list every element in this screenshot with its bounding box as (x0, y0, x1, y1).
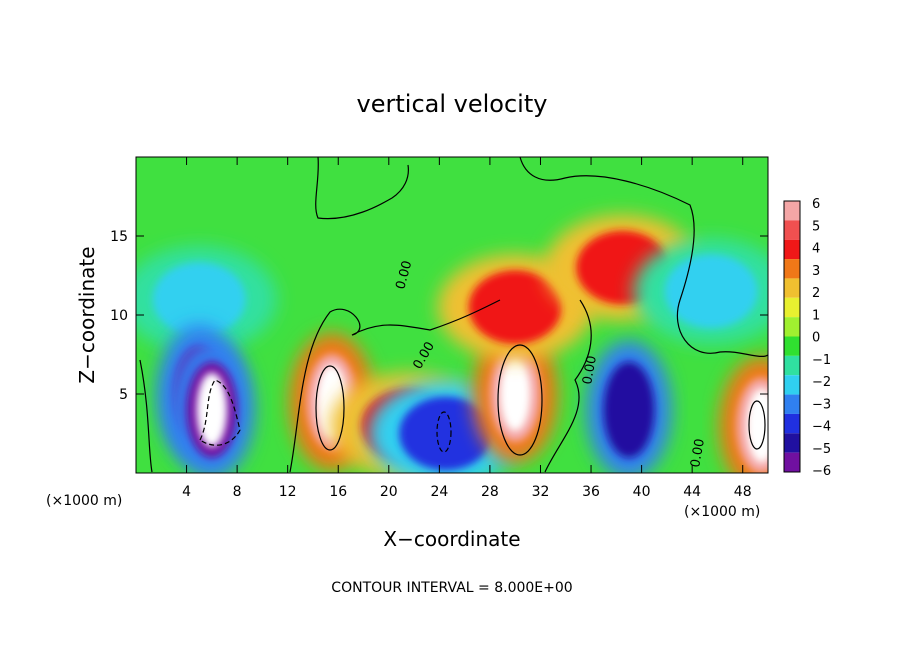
x-tick-label: 16 (329, 484, 347, 500)
colorbar-swatch (784, 452, 800, 472)
x-tick-label: 48 (734, 484, 752, 500)
contour-lines (139, 157, 768, 473)
colorbar (783, 200, 801, 473)
y-axis-ticks: 5 10 15 (110, 229, 768, 403)
zero-contour-left (139, 359, 153, 473)
zero-contour-right (519, 157, 768, 357)
y-unit-label: (×1000 m) (684, 504, 760, 520)
x-tick-label: 32 (532, 484, 550, 500)
colorbar-tick-label: −5 (812, 442, 831, 457)
zero-contour-upper (315, 157, 409, 220)
x-tick-label: 20 (380, 484, 398, 500)
colorbar-tick-label: 1 (812, 308, 820, 323)
x-tick-label: 40 (633, 484, 651, 500)
colorbar-tick-label: 3 (812, 264, 820, 279)
field-cell-saturated (746, 388, 768, 463)
field-cell (603, 361, 655, 458)
max-contour-updraft-3 (748, 400, 766, 450)
max-contour-updraft-1 (315, 365, 345, 451)
y-tick-label: 5 (119, 387, 128, 403)
colorbar-tick-label: −4 (812, 420, 831, 435)
colorbar-swatch (784, 355, 800, 376)
contour-label-3: 0.00 (580, 355, 600, 386)
colorbar-tick-label: −2 (812, 375, 831, 390)
colorbar-tick-label: 5 (812, 219, 820, 234)
field-cell-saturated (196, 372, 228, 447)
colorbar-swatch (784, 375, 800, 395)
contour-interval-note: CONTOUR INTERVAL = 8.000E+00 (331, 580, 572, 596)
colorbar-tick-label: 2 (812, 286, 820, 301)
colorbar-tick-label: −1 (812, 353, 831, 368)
colorbar-tick-label: 0 (812, 331, 820, 346)
colorbar-tick-label: 4 (812, 242, 820, 257)
colorbar-swatch (784, 336, 800, 356)
max-contour-updraft-2 (497, 344, 543, 456)
colorbar-swatch (784, 259, 800, 279)
min-contour-downdraft-1 (199, 379, 241, 446)
min-contour-downdraft-2 (436, 411, 452, 453)
x-tick-label: 36 (582, 484, 600, 500)
colorbar-frame (783, 200, 801, 473)
colorbar-swatch (784, 239, 800, 260)
y-axis-title: Z−coordinate (75, 246, 99, 383)
colorbar-swatch (784, 201, 800, 221)
x-tick-label: 24 (430, 484, 448, 500)
x-tick-label: 44 (683, 484, 701, 500)
plot-area: 0.00 0.00 0.00 0.00 (136, 157, 768, 473)
contour-label-1: 0.00 (393, 259, 415, 291)
field-cell (468, 270, 562, 344)
zero-contour-lower (544, 299, 592, 473)
colorbar-swatch (784, 278, 800, 298)
x-tick-label: 28 (481, 484, 499, 500)
colorbar-swatch (784, 317, 800, 337)
x-axis-ticks: 4 8 12 16 20 24 28 32 36 40 44 48 (182, 157, 752, 500)
field-cell-saturated (499, 356, 531, 432)
colorbar-tick-label: 6 (812, 197, 820, 212)
y-tick-label: 15 (110, 229, 128, 245)
colorbar-tick-label: −3 (812, 397, 831, 412)
x-tick-label: 8 (233, 484, 242, 500)
x-axis-title: X−coordinate (383, 527, 520, 551)
colorbar-tick-label: −6 (812, 464, 831, 479)
x-tick-label: 4 (182, 484, 191, 500)
colorbar-swatch (784, 413, 800, 434)
colorbar-swatch (784, 394, 800, 414)
colorbar-swatch (784, 433, 800, 453)
field-cells (136, 214, 768, 473)
field-cell (664, 254, 758, 329)
x-tick-label: 12 (279, 484, 297, 500)
y-tick-label: 10 (110, 308, 128, 324)
colorbar-swatch (784, 220, 800, 240)
colorbar-swatch (784, 297, 800, 318)
colorbar-ticks: 6 5 4 3 2 1 0 −1 −2 −3 −4 −5 −6 (812, 197, 831, 479)
field-cell (152, 262, 246, 337)
field-cell (399, 396, 493, 471)
zero-contour-mid (289, 299, 501, 473)
x-unit-label: (×1000 m) (46, 493, 122, 509)
chart-title: vertical velocity (357, 90, 548, 118)
contour-label-4: 0.00 (688, 438, 708, 469)
